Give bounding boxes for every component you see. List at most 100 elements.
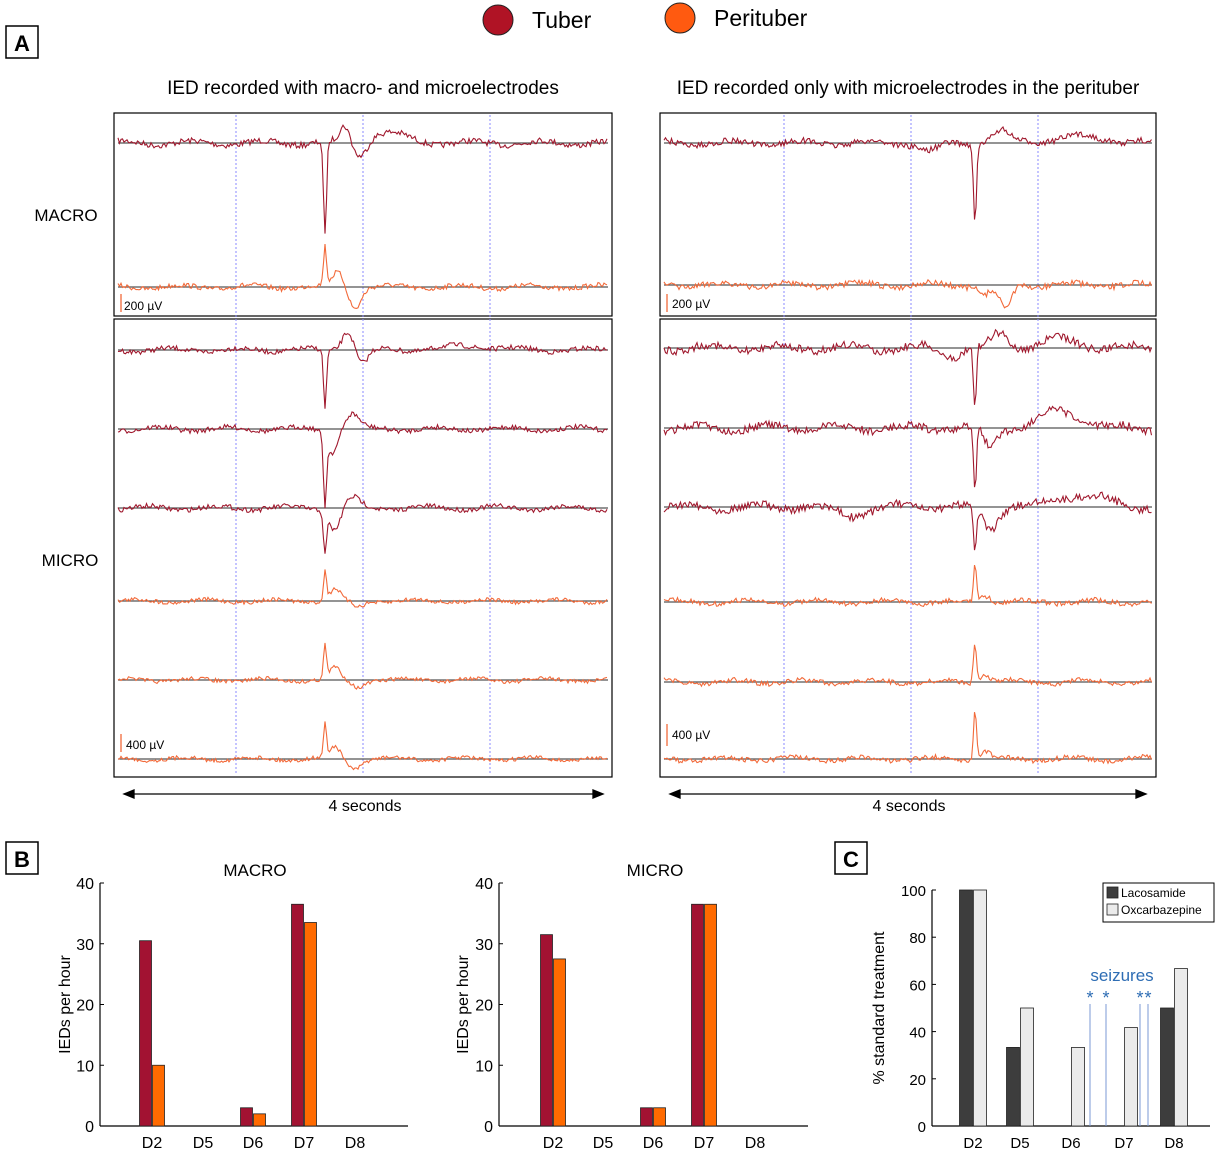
y-tick-label: 10 [475,1058,493,1075]
x-tick-label: D7 [294,1135,315,1152]
legend-label: Oxcarbazepine [1121,903,1202,917]
right-micro-box [659,318,1157,778]
x-tick-label: D2 [543,1135,564,1152]
bar-charts: 0 10 20 30 40 D2 D5 D6 D7 D8 MACRO IEDs per hour 0 10… [57,861,1215,1152]
bar-tuber-d2 [540,934,553,1127]
micro-row-label: MICRO [42,551,99,570]
bar-oxcarbazepine-d5 [1020,1007,1034,1127]
tuber-trace [117,124,608,234]
y-tick-label: 10 [76,1058,94,1075]
y-axis-label: IEDs per hour [455,954,472,1053]
left-macro-scale: 200 µV [124,299,162,313]
eeg-traces [117,124,1153,771]
y-tick-label: 30 [475,937,493,954]
perituber-trace [663,564,1152,608]
bar-tuber-d6 [240,1107,253,1127]
perituber-trace [663,278,1153,309]
x-tick-label: D7 [694,1135,715,1152]
y-tick-label: 100 [901,883,926,900]
x-tick-label: D2 [963,1135,982,1152]
legend: Lacosamide Oxcarbazepine [1102,882,1215,923]
bar-lacosamide-d8 [1160,1007,1174,1127]
x-tick-label: D7 [1114,1135,1133,1152]
time-arrow-right [668,789,1148,799]
tuber-trace [663,405,1153,488]
right-macro-box [659,112,1157,317]
legend-swatch [1106,903,1119,916]
x-tick-label: D2 [142,1135,163,1152]
tuber-trace [663,126,1152,220]
chart-title: MICRO [627,861,684,880]
panel-c: C [834,841,868,875]
panel-a: A IED recorded with macro- and microelec… [5,25,1157,815]
x-tick-label: D5 [193,1135,214,1152]
right-title: IED recorded only with microelectrodes i… [677,78,1140,99]
y-tick-label: 0 [918,1119,926,1136]
bar-oxcarbazepine-d6 [1071,1047,1085,1127]
bar-perituber-d6 [653,1107,666,1127]
bar-chart-1: 0 10 20 30 40 D2 D5 D6 D7 D8 MACRO IEDs per hour [57,861,408,1152]
bar-chart-3: 0 20 40 60 80 100 D2 D5 D6 D7 D8 % standard treatme… [871,882,1215,1152]
bar-perituber-d7 [304,922,317,1127]
right-micro-scale: 400 µV [672,728,710,742]
perituber-legend-label: Perituber [714,5,808,31]
chart-title: MACRO [223,861,286,880]
perituber-trace [117,569,608,608]
left-micro-scale: 400 µV [126,738,164,752]
legend-label: Lacosamide [1121,886,1186,900]
perituber-trace [118,721,608,771]
time-arrow-left [122,789,605,799]
tuber-legend-dot [482,4,514,36]
y-tick-label: 30 [76,937,94,954]
perituber-trace [117,642,608,690]
bar-tuber-d6 [640,1107,653,1127]
marker-lines [235,115,1039,775]
panel-b-label: B [14,847,30,872]
y-tick-label: 40 [475,876,493,893]
x-tick-label: D6 [643,1135,664,1152]
y-tick-label: 0 [484,1119,493,1136]
bar-oxcarbazepine-d7 [1124,1027,1138,1127]
bar-lacosamide-d5 [1006,1047,1020,1127]
bar-tuber-d7 [291,903,304,1127]
bar-chart-2: 0 10 20 30 40 D2 D5 D6 D7 D8 MICRO IEDs per hour [455,861,808,1152]
tuber-trace [117,332,607,409]
y-tick-label: 20 [475,998,493,1015]
bar-perituber-d7 [704,903,717,1127]
seizures-annotation: seizures [1090,966,1153,985]
x-tick-label: D8 [345,1135,366,1152]
y-tick-label: 40 [76,876,94,893]
tuber-legend-label: Tuber [532,7,592,33]
bar-perituber-d2 [152,1064,165,1127]
seizure-star: * [1144,988,1151,1008]
y-tick-label: 60 [909,977,926,994]
perituber-trace [663,711,1153,765]
y-axis-label: % standard treatment [871,931,888,1085]
panel-c-label: C [843,847,859,872]
bar-oxcarbazepine-d2 [973,889,987,1127]
x-tick-label: D6 [1061,1135,1080,1152]
x-tick-label: D5 [1010,1135,1029,1152]
seizure-star: * [1086,988,1093,1008]
time-label-right: 4 seconds [873,798,946,815]
y-tick-label: 80 [909,930,926,947]
seizure-star: * [1136,988,1143,1008]
bar-tuber-d2 [139,940,152,1127]
bar-tuber-d7 [691,903,704,1127]
macro-row-label: MACRO [34,206,97,225]
baselines [118,142,1152,760]
tuber-trace [663,328,1153,405]
panel-b: B [5,841,39,875]
y-tick-label: 0 [85,1119,94,1136]
tuber-trace [663,491,1152,551]
perituber-trace [117,243,608,309]
y-tick-label: 20 [76,998,94,1015]
perituber-trace [663,644,1153,688]
left-title: IED recorded with macro- and microelectr… [167,78,559,99]
legend-swatch [1106,886,1119,899]
y-tick-label: 40 [909,1025,926,1042]
tuber-trace [117,411,608,509]
tuber-trace [117,493,608,554]
scale-bars: 200 µV 400 µV 200 µV 400 µV [120,294,710,752]
